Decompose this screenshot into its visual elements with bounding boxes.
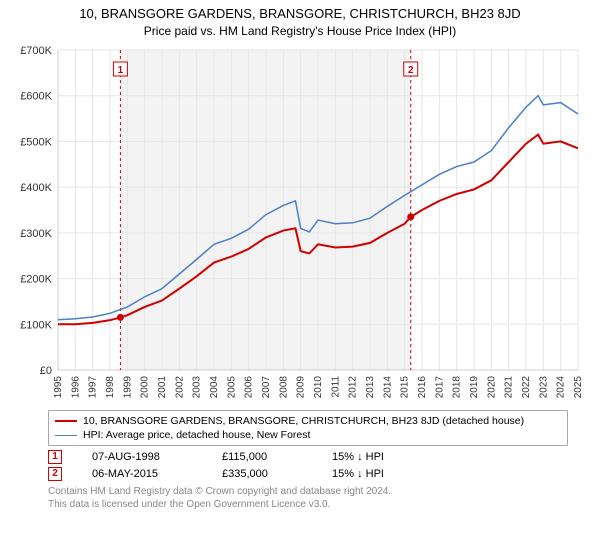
- svg-text:£100K: £100K: [20, 319, 52, 331]
- svg-text:£200K: £200K: [20, 274, 52, 286]
- sale-date: 06-MAY-2015: [92, 468, 192, 480]
- sales-list: 1 07-AUG-1998 £115,000 15% ↓ HPI 2 06-MAY-201…: [0, 450, 600, 481]
- svg-text:2012: 2012: [348, 376, 359, 399]
- svg-text:2007: 2007: [261, 376, 272, 399]
- svg-text:2024: 2024: [556, 376, 567, 399]
- svg-text:2011: 2011: [330, 376, 341, 398]
- footer-line-2: This data is licensed under the Open Gov…: [48, 499, 330, 510]
- svg-text:2013: 2013: [365, 376, 376, 399]
- svg-text:2023: 2023: [538, 376, 549, 399]
- sale-delta: 15% ↓ HPI: [332, 451, 384, 463]
- legend-row: HPI: Average price, detached house, New …: [55, 428, 561, 442]
- sale-marker: 1: [48, 450, 62, 464]
- sale-date: 07-AUG-1998: [92, 451, 192, 463]
- svg-text:2021: 2021: [504, 376, 515, 399]
- svg-text:1999: 1999: [122, 376, 133, 399]
- chart-svg: £0 £100K £200K £300K £400K £500K £600K £700K 199…: [10, 44, 590, 404]
- chart-subtitle: Price paid vs. HM Land Registry's House …: [0, 21, 600, 44]
- legend-swatch: [55, 420, 77, 422]
- chart-title: 10, BRANSGORE GARDENS, BRANSGORE, CHRIST…: [0, 0, 600, 21]
- svg-text:2: 2: [408, 65, 414, 76]
- sale-row: 1 07-AUG-1998 £115,000 15% ↓ HPI: [48, 450, 600, 464]
- svg-text:1996: 1996: [70, 376, 81, 399]
- sale-delta: 15% ↓ HPI: [332, 468, 384, 480]
- legend-label: 10, BRANSGORE GARDENS, BRANSGORE, CHRIST…: [83, 415, 524, 427]
- svg-text:2003: 2003: [192, 376, 203, 399]
- svg-text:£700K: £700K: [20, 45, 52, 57]
- svg-text:£300K: £300K: [20, 228, 52, 240]
- svg-text:£500K: £500K: [20, 136, 52, 148]
- sale-row: 2 06-MAY-2015 £335,000 15% ↓ HPI: [48, 467, 600, 481]
- svg-text:2020: 2020: [486, 376, 497, 399]
- svg-text:2005: 2005: [226, 376, 237, 399]
- legend-label: HPI: Average price, detached house, New …: [83, 429, 310, 441]
- legend-row: 10, BRANSGORE GARDENS, BRANSGORE, CHRIST…: [55, 414, 561, 428]
- sale-marker: 2: [48, 467, 62, 481]
- svg-text:2014: 2014: [382, 376, 393, 399]
- sale-price: £115,000: [222, 451, 302, 463]
- svg-text:2019: 2019: [469, 376, 480, 399]
- svg-text:2010: 2010: [313, 376, 324, 399]
- svg-text:1997: 1997: [88, 376, 99, 399]
- svg-text:2004: 2004: [209, 376, 220, 399]
- svg-text:2017: 2017: [434, 376, 445, 399]
- svg-text:2006: 2006: [244, 376, 255, 399]
- footer-line-1: Contains HM Land Registry data © Crown c…: [48, 486, 391, 497]
- svg-text:1: 1: [118, 65, 124, 76]
- svg-text:1995: 1995: [53, 376, 64, 399]
- svg-text:2016: 2016: [417, 376, 428, 399]
- legend-swatch: [55, 435, 77, 436]
- svg-text:2000: 2000: [140, 376, 151, 399]
- svg-text:2008: 2008: [278, 376, 289, 399]
- svg-text:2025: 2025: [573, 376, 584, 399]
- sale-price: £335,000: [222, 468, 302, 480]
- svg-text:2022: 2022: [521, 376, 532, 399]
- legend: 10, BRANSGORE GARDENS, BRANSGORE, CHRIST…: [48, 410, 568, 446]
- svg-text:£0: £0: [40, 365, 52, 377]
- chart-area: £0 £100K £200K £300K £400K £500K £600K £700K 199…: [10, 44, 590, 404]
- svg-text:2001: 2001: [157, 376, 168, 399]
- svg-text:2009: 2009: [296, 376, 307, 399]
- footer-text: Contains HM Land Registry data © Crown c…: [48, 485, 600, 511]
- svg-text:2018: 2018: [452, 376, 463, 399]
- svg-text:£400K: £400K: [20, 182, 52, 194]
- svg-text:2002: 2002: [174, 376, 185, 399]
- chart-container: 10, BRANSGORE GARDENS, BRANSGORE, CHRIST…: [0, 0, 600, 511]
- svg-text:£600K: £600K: [20, 91, 52, 103]
- svg-text:2015: 2015: [400, 376, 411, 399]
- svg-text:1998: 1998: [105, 376, 116, 399]
